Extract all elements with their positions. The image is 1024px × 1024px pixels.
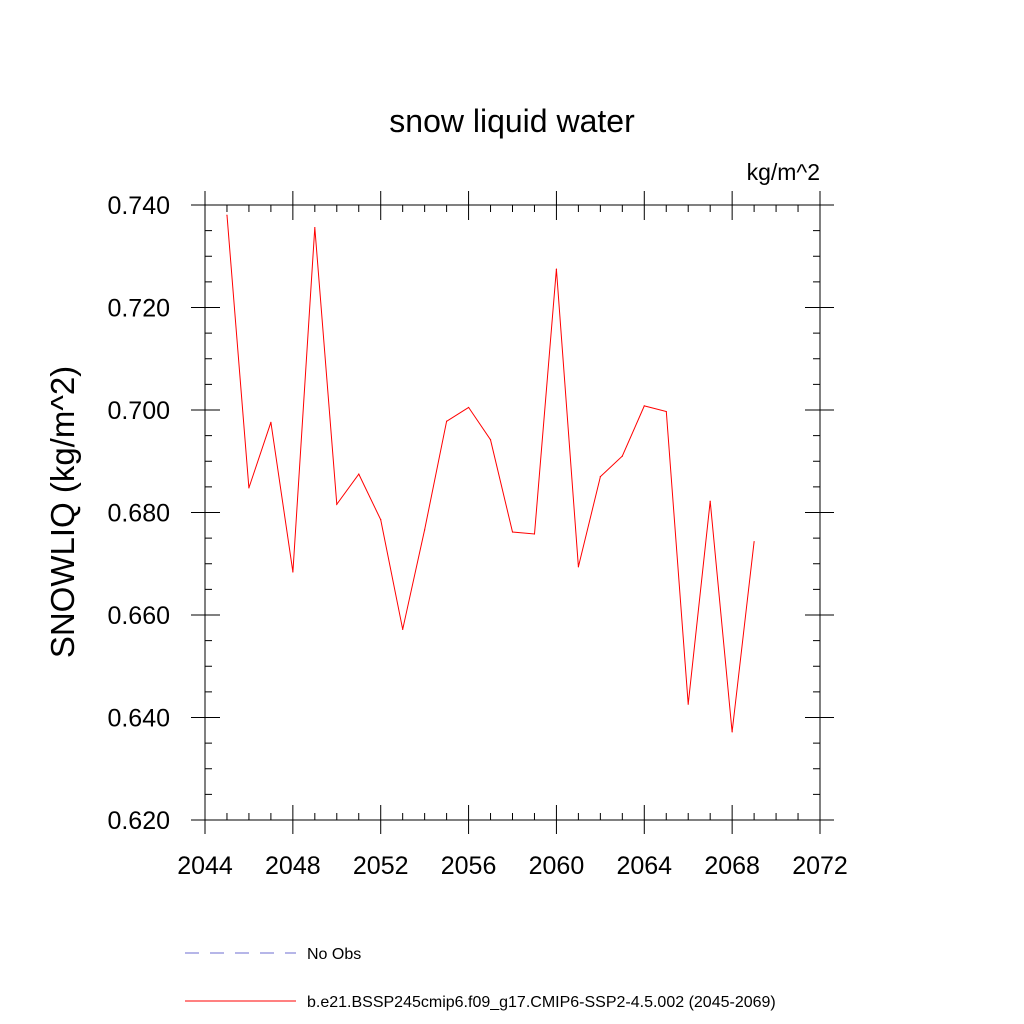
data-point bbox=[665, 410, 667, 413]
data-point bbox=[599, 476, 601, 478]
data-point bbox=[709, 500, 711, 502]
data-point bbox=[555, 268, 558, 270]
data-point bbox=[621, 455, 623, 457]
data-point bbox=[687, 703, 689, 705]
legend-label-no-obs: No Obs bbox=[307, 946, 361, 963]
data-point bbox=[314, 226, 316, 229]
legend-label-model: b.e21.BSSP245cmip6.f09_g17.CMIP6-SSP2-4.… bbox=[307, 994, 776, 1011]
plot-frame bbox=[204, 204, 821, 821]
axis-ticks bbox=[191, 191, 834, 834]
x-tick-label: 2048 bbox=[265, 852, 321, 880]
series-line bbox=[226, 215, 755, 732]
data-point bbox=[489, 439, 492, 441]
y-tick-label: 0.740 bbox=[107, 192, 170, 220]
x-tick-label: 2056 bbox=[441, 852, 497, 880]
data-point bbox=[226, 214, 228, 216]
data-point bbox=[467, 406, 470, 409]
y-axis-tick-labels: 0.620 0.640 0.660 0.680 0.700 0.720 0.740 bbox=[107, 192, 170, 835]
data-point bbox=[424, 529, 426, 531]
data-point bbox=[270, 421, 272, 423]
legend: No Obs b.e21.BSSP245cmip6.f09_g17.CMIP6-… bbox=[185, 946, 776, 1011]
x-tick-label: 2044 bbox=[177, 852, 233, 880]
chart-title: snow liquid water bbox=[389, 103, 635, 139]
y-axis-label: SNOWLIQ (kg/m^2) bbox=[44, 366, 81, 658]
x-tick-label: 2064 bbox=[616, 852, 672, 880]
data-point bbox=[446, 420, 448, 422]
x-tick-label: 2060 bbox=[529, 852, 585, 880]
data-point bbox=[533, 533, 536, 535]
data-series bbox=[226, 214, 755, 733]
y-tick-label: 0.620 bbox=[107, 807, 170, 835]
data-point bbox=[402, 628, 404, 630]
data-point bbox=[292, 571, 294, 573]
y-tick-label: 0.680 bbox=[107, 500, 170, 528]
data-point bbox=[380, 519, 382, 521]
data-point bbox=[511, 531, 514, 533]
data-point bbox=[753, 541, 755, 543]
y-tick-label: 0.700 bbox=[107, 397, 170, 425]
y-tick-label: 0.720 bbox=[107, 295, 170, 323]
x-tick-label: 2072 bbox=[792, 852, 848, 880]
units-label: kg/m^2 bbox=[747, 159, 820, 185]
y-tick-label: 0.640 bbox=[107, 705, 170, 733]
x-tick-label: 2052 bbox=[353, 852, 409, 880]
data-point bbox=[358, 473, 360, 475]
x-axis-tick-labels: 2044 2048 2052 2056 2060 2064 2068 2072 bbox=[177, 852, 848, 880]
data-point bbox=[577, 566, 579, 568]
data-point bbox=[248, 487, 250, 489]
x-tick-label: 2068 bbox=[704, 852, 760, 880]
y-tick-label: 0.660 bbox=[107, 602, 170, 630]
data-point bbox=[643, 405, 645, 407]
data-point bbox=[336, 503, 338, 505]
data-point bbox=[731, 731, 733, 733]
